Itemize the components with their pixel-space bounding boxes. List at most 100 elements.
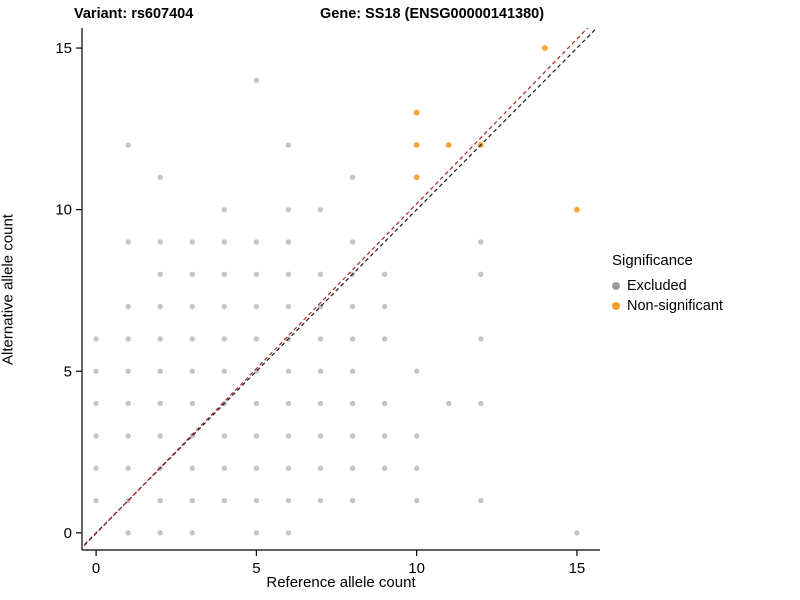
x-tick-label: 10 [408, 560, 425, 577]
legend-item-label: Excluded [627, 277, 687, 294]
data-point [189, 303, 195, 310]
data-point [285, 530, 292, 536]
variant-title: Variant: rs607404 [74, 6, 194, 22]
data-point [157, 497, 163, 504]
data-point [125, 400, 131, 407]
data-point [93, 400, 99, 407]
data-point [413, 497, 420, 504]
data-point [93, 497, 99, 504]
data-point [157, 174, 163, 181]
data-point [349, 303, 356, 310]
data-point [189, 271, 195, 277]
data-point [285, 368, 292, 374]
data-point [413, 174, 420, 181]
data-point [381, 400, 388, 407]
data-point [253, 303, 260, 310]
data-point [574, 206, 580, 213]
data-point [285, 465, 292, 471]
data-point [221, 239, 228, 245]
data-point [189, 465, 195, 471]
data-point [349, 433, 356, 439]
identity-line [82, 28, 598, 548]
legend-title: Significance [612, 252, 693, 269]
reference-lines [82, 28, 598, 549]
data-point [221, 465, 228, 471]
data-point [125, 368, 131, 374]
data-point [157, 239, 163, 245]
data-point [189, 336, 195, 342]
legend-item-non-significant: Non-significant [612, 297, 723, 315]
fit-line [82, 28, 589, 549]
data-point [93, 336, 99, 342]
data-point [446, 400, 452, 407]
data-point [189, 239, 195, 245]
data-point [381, 271, 388, 277]
data-point [478, 336, 484, 342]
data-point [317, 497, 324, 504]
data-point [93, 368, 99, 374]
data-point [413, 433, 420, 439]
data-point [125, 303, 131, 310]
data-point [157, 530, 163, 536]
gene-title: Gene: SS18 (ENSG00000141380) [320, 6, 545, 22]
data-point [574, 530, 580, 536]
x-axis-label: Reference allele count [266, 574, 416, 591]
data-point [125, 336, 131, 342]
data-point [317, 271, 324, 277]
data-point [349, 497, 356, 504]
legend: Significance Excluded Non-significant [612, 252, 723, 317]
data-point [349, 239, 356, 245]
data-point [253, 530, 260, 536]
data-point [381, 465, 388, 471]
data-point [93, 433, 99, 439]
non-significant-dot-icon [612, 301, 620, 310]
data-point [157, 433, 163, 439]
data-point [413, 109, 420, 116]
data-point [349, 174, 356, 181]
data-point [478, 271, 484, 277]
data-point [253, 336, 260, 342]
data-point [317, 206, 324, 213]
data-point [317, 433, 324, 439]
data-point [221, 206, 228, 213]
y-tick-label: 10 [55, 202, 72, 219]
data-point [253, 77, 260, 84]
data-point [413, 142, 420, 148]
data-point [221, 303, 228, 310]
legend-item-label: Non-significant [627, 297, 723, 314]
y-tick-label: 0 [64, 525, 72, 542]
data-point [253, 497, 260, 504]
x-tick-label: 5 [252, 560, 260, 577]
data-point [253, 400, 260, 407]
data-point [157, 400, 163, 407]
data-point [445, 142, 452, 148]
data-point [317, 336, 324, 342]
data-point [285, 433, 292, 439]
data-point [478, 400, 484, 407]
data-point [93, 465, 99, 471]
data-point [253, 271, 260, 277]
data-point [285, 497, 292, 504]
data-point [349, 336, 356, 342]
data-point [189, 497, 195, 504]
data-point [221, 368, 228, 374]
y-tick-label: 5 [64, 363, 72, 380]
data-point [125, 530, 131, 536]
data-point [285, 271, 292, 277]
data-point [189, 368, 195, 374]
data-point [285, 142, 292, 148]
data-point [253, 465, 260, 471]
data-point [189, 400, 195, 407]
y-tick-label: 15 [55, 40, 72, 57]
data-point [221, 433, 228, 439]
data-point [157, 336, 163, 342]
data-point [285, 206, 292, 213]
data-point [125, 433, 131, 439]
excluded-dot-icon [612, 281, 620, 290]
data-point [285, 303, 292, 310]
data-point [478, 497, 484, 504]
data-point [349, 368, 356, 374]
series-non-significant [413, 45, 580, 213]
